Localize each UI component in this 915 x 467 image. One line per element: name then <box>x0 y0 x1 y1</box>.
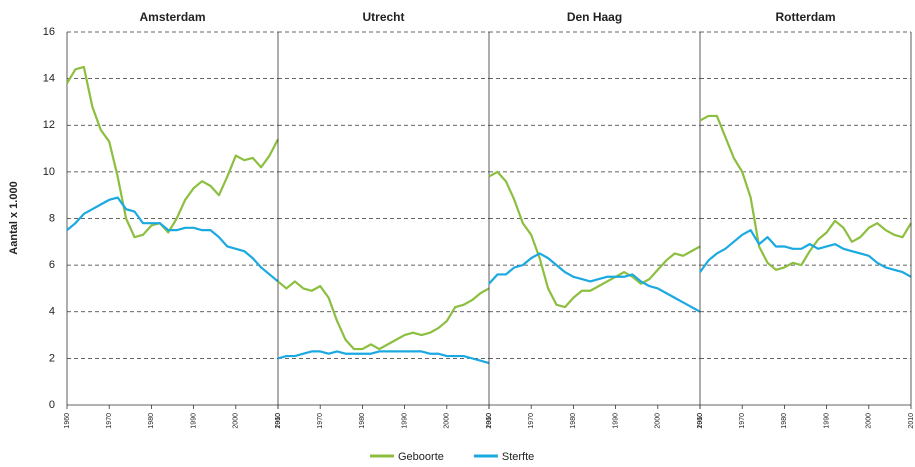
panel-title: Utrecht <box>362 10 404 24</box>
x-tick-label: 2000 <box>655 413 662 429</box>
x-tick-label: 1980 <box>148 413 155 429</box>
line-series <box>488 170 701 309</box>
line-series <box>277 280 490 351</box>
y-tick-label: 10 <box>43 166 55 178</box>
panel-title: Rotterdam <box>775 10 835 24</box>
panel-title: Den Haag <box>567 10 622 24</box>
x-tick-label: 2010 <box>275 413 282 429</box>
line-series <box>699 114 912 271</box>
x-tick-label: 2000 <box>444 413 451 429</box>
x-tick-label: 1970 <box>739 413 746 429</box>
line-series <box>277 350 490 365</box>
x-tick-label: 1960 <box>486 413 493 429</box>
legend-label: Sterfte <box>502 451 534 463</box>
y-tick-label: 14 <box>43 73 55 85</box>
x-tick-label: 2010 <box>908 413 915 429</box>
x-tick-label: 1970 <box>528 413 535 429</box>
x-tick-label: 1960 <box>64 413 71 429</box>
x-tick-label: 1970 <box>317 413 324 429</box>
y-tick-label: 6 <box>49 259 55 271</box>
y-tick-label: 4 <box>49 306 55 318</box>
legend-label: Geboorte <box>398 451 444 463</box>
x-tick-label: 1980 <box>570 413 577 429</box>
x-tick-label: 1960 <box>697 413 704 429</box>
y-tick-label: 0 <box>49 399 55 411</box>
panel-title: Amsterdam <box>139 10 205 24</box>
x-tick-label: 1980 <box>781 413 788 429</box>
x-tick-label: 1970 <box>106 413 113 429</box>
y-tick-label: 16 <box>43 26 55 38</box>
line-series <box>699 229 912 278</box>
x-tick-label: 1990 <box>612 413 619 429</box>
x-tick-label: 2010 <box>697 413 704 429</box>
x-tick-label: 1990 <box>190 413 197 429</box>
line-series <box>66 196 279 283</box>
y-tick-label: 12 <box>43 119 55 131</box>
y-tick-label: 8 <box>49 212 55 224</box>
y-tick-label: 2 <box>49 352 55 364</box>
x-tick-label: 1990 <box>823 413 830 429</box>
line-series <box>66 65 279 239</box>
y-axis-label: Aantal x 1.000 <box>8 181 20 254</box>
x-tick-label: 2010 <box>486 413 493 429</box>
x-tick-label: 2000 <box>866 413 873 429</box>
x-tick-label: 1960 <box>275 413 282 429</box>
x-tick-label: 1980 <box>359 413 366 429</box>
line-series <box>488 252 701 313</box>
x-tick-label: 2000 <box>233 413 240 429</box>
x-tick-label: 1990 <box>401 413 408 429</box>
